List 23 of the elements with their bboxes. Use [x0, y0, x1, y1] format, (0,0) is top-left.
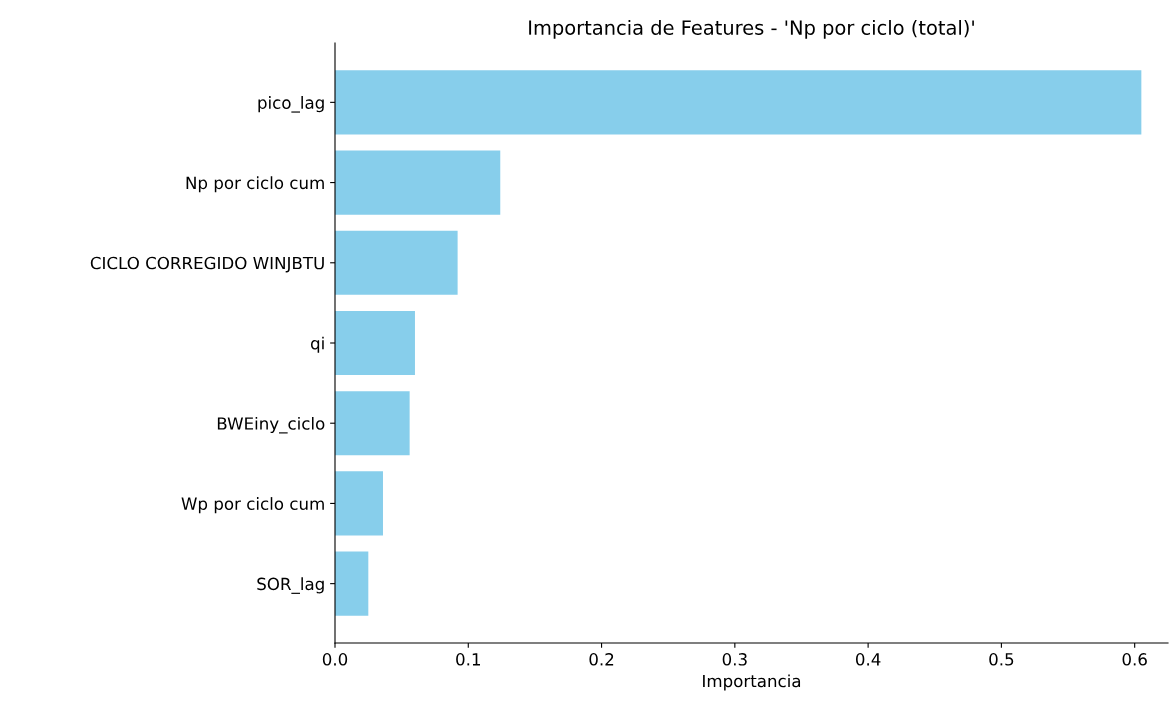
x-tick-label: 0.5 — [989, 653, 1014, 666]
y-tick-label: qi — [310, 336, 324, 353]
bar — [335, 230, 458, 295]
x-tick-label: 0.4 — [855, 653, 881, 666]
bar — [335, 150, 501, 215]
y-tick-label: Np por ciclo cum — [186, 176, 324, 193]
x-tick-label: 0.3 — [722, 653, 747, 666]
x-tick-label: 0.6 — [1122, 653, 1147, 666]
bar — [335, 70, 1142, 135]
x-tick-label: 0.1 — [456, 653, 480, 666]
bar — [335, 310, 415, 376]
x-axis-title: Importancia — [703, 674, 801, 691]
bar — [335, 471, 383, 536]
x-tick-label: 0.0 — [322, 653, 348, 666]
chart-title: Importancia de Features - 'Np por ciclo (total)' — [529, 19, 974, 39]
bar — [335, 551, 369, 616]
y-tick-label: pico_lag — [258, 96, 324, 113]
y-tick-label: BWEiny_ciclo — [217, 416, 325, 434]
bar — [335, 391, 410, 456]
y-tick-label: CICLO CORREGIDO WINJBTU — [90, 256, 324, 273]
y-tick-label: Wp por ciclo cum — [181, 497, 324, 514]
x-tick-label: 0.2 — [589, 653, 614, 666]
y-tick-label: SOR_lag — [257, 577, 324, 594]
